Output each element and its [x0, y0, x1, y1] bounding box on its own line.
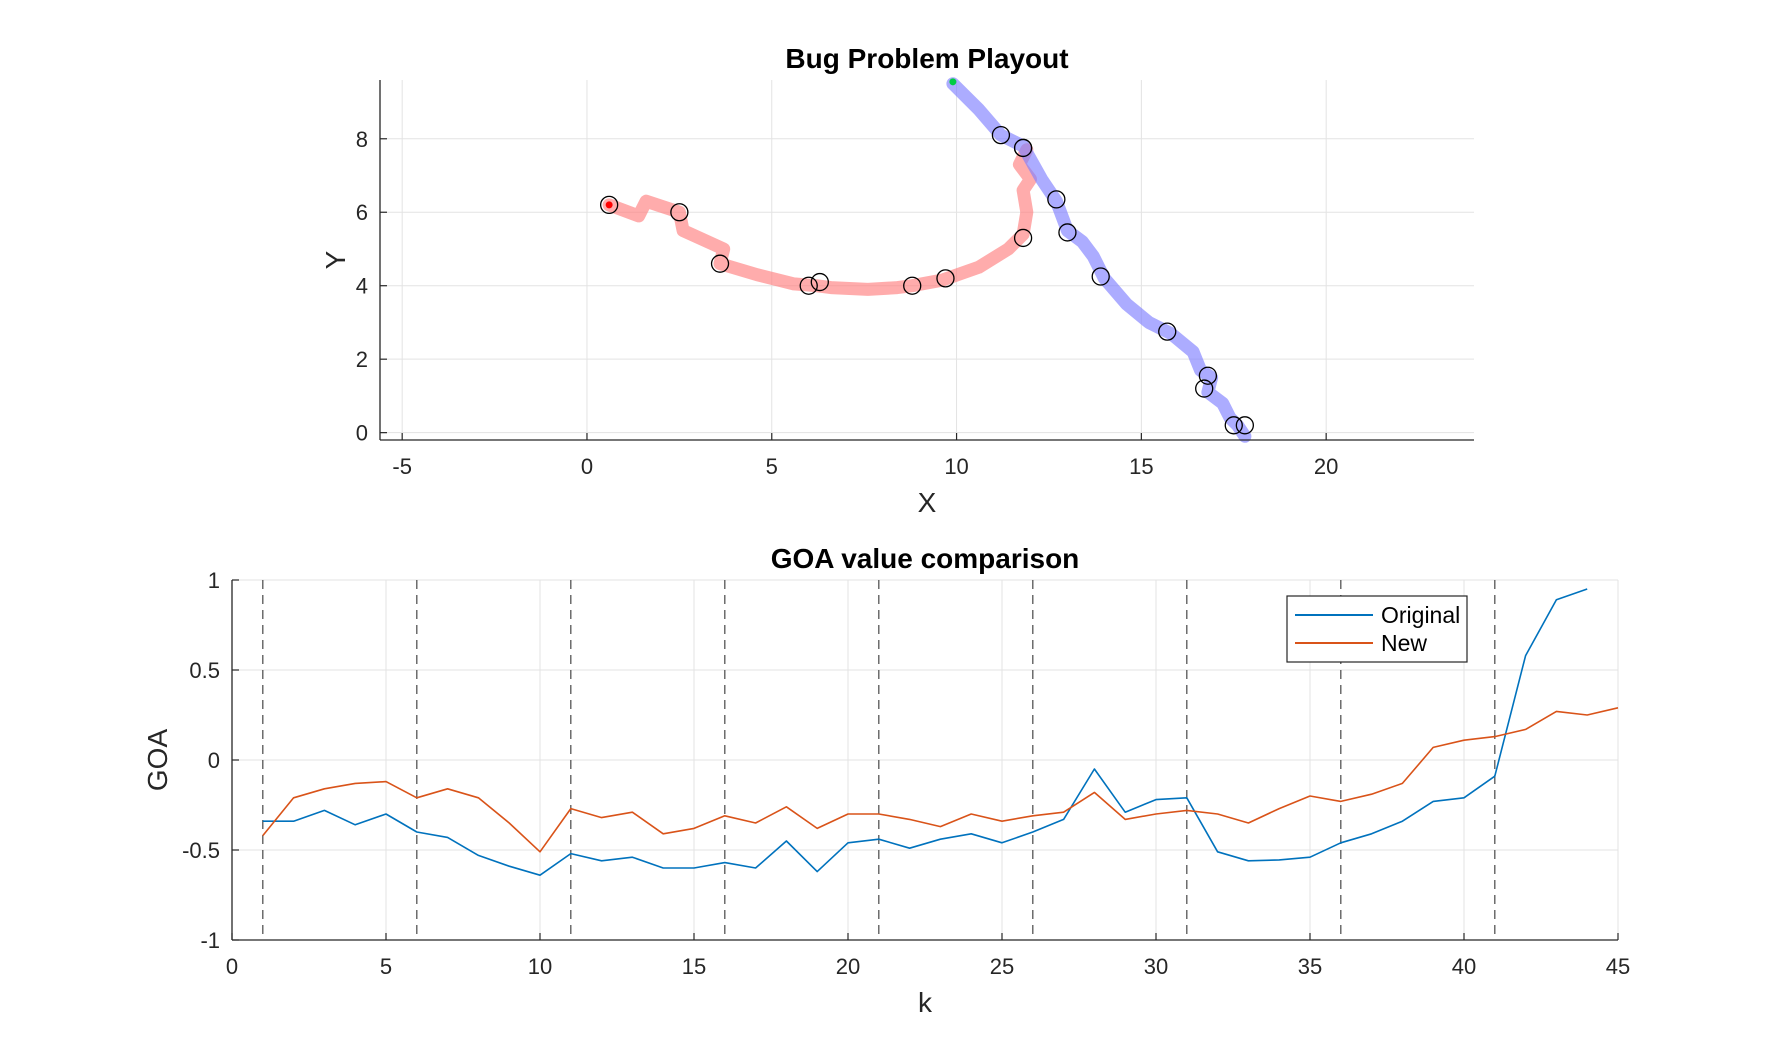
- goa-axes: 0 5 10 15 20 25 30 35 40 45 -1 -0.5 0 0.5 1: [182, 568, 1630, 979]
- x-tick-label: 10: [528, 954, 552, 979]
- waypoint-marker: [1013, 228, 1033, 248]
- waypoint-marker: [1091, 267, 1110, 286]
- x-tick-label: 30: [1144, 954, 1168, 979]
- x-tick-label: -5: [392, 454, 412, 479]
- goa-lines: [262, 588, 1619, 876]
- trajectory-axes: -5 0 5 10 15 20 0 2 4 6 8: [356, 80, 1474, 479]
- waypoint-marker: [936, 269, 955, 288]
- waypoint-marker: [903, 276, 922, 295]
- trajectory-x-axis-label: X: [918, 487, 937, 518]
- waypoint-marker: [810, 272, 829, 292]
- waypoint-marker: [599, 195, 619, 215]
- y-tick-label: 0: [208, 748, 220, 773]
- waypoint-marker: [1224, 416, 1243, 435]
- x-tick-label: 45: [1606, 954, 1630, 979]
- y-tick-label: 4: [356, 274, 368, 299]
- x-tick-label: 25: [990, 954, 1014, 979]
- start-point-marker: [605, 201, 613, 209]
- legend-box: [1286, 595, 1468, 663]
- x-tick-label: 5: [766, 454, 778, 479]
- x-tick-label: 20: [836, 954, 860, 979]
- x-tick-label: 10: [944, 454, 968, 479]
- x-tick-label: 40: [1452, 954, 1476, 979]
- waypoint-marker: [1058, 223, 1077, 242]
- trajectory-path-0: [602, 143, 1037, 296]
- x-tick-label: 15: [1129, 454, 1153, 479]
- trajectory-plot-area: [380, 80, 1474, 440]
- waypoint-marker: [1235, 416, 1255, 435]
- trajectory-chart-title: Bug Problem Playout: [785, 43, 1068, 74]
- y-tick-label: 8: [356, 127, 368, 152]
- x-tick-label: 0: [226, 954, 238, 979]
- y-tick-label: 0: [356, 421, 368, 446]
- y-tick-label: 0.5: [189, 658, 220, 683]
- waypoint-marker: [1013, 138, 1033, 158]
- x-tick-label: 0: [581, 454, 593, 479]
- goa-y-axis-label: GOA: [142, 729, 173, 792]
- waypoint-marker: [991, 125, 1011, 145]
- waypoint-marker: [1198, 366, 1218, 385]
- x-tick-label: 20: [1314, 454, 1338, 479]
- goa-x-axis-label: k: [918, 987, 933, 1018]
- y-tick-label: -0.5: [182, 838, 220, 863]
- y-tick-label: -1: [200, 928, 220, 953]
- goa-vertical-markers: [262, 580, 1496, 940]
- x-tick-label: 35: [1298, 954, 1322, 979]
- x-tick-label: 5: [380, 954, 392, 979]
- y-tick-label: 6: [356, 200, 368, 225]
- goa-chart-title: GOA value comparison: [771, 543, 1080, 574]
- waypoint-marker: [710, 254, 730, 273]
- goa-chart: 0 5 10 15 20 25 30 35 40 45 -1 -0.5 0 0.5 1 GOA value …: [142, 543, 1630, 1018]
- start-point-marker: [949, 78, 957, 86]
- legend-entry-original: Original: [1381, 602, 1460, 628]
- waypoint-marker: [670, 203, 689, 222]
- waypoint-marker: [799, 276, 818, 295]
- trajectory-y-axis-label: Y: [320, 250, 351, 269]
- legend-entry-new: New: [1381, 630, 1427, 656]
- x-tick-label: 15: [682, 954, 706, 979]
- waypoint-marker: [1195, 379, 1214, 398]
- trajectory-marks: [599, 77, 1255, 443]
- trajectory-path-1: [946, 77, 1252, 443]
- y-tick-label: 1: [208, 568, 220, 593]
- series-line-original: [262, 588, 1588, 876]
- trajectory-chart: -5 0 5 10 15 20 0 2 4 6 8 Bug Problem Playout X Y: [320, 43, 1474, 518]
- waypoint-marker: [1158, 322, 1177, 341]
- goa-legend: Original New: [1286, 595, 1468, 663]
- series-line-new: [262, 707, 1619, 853]
- waypoint-marker: [1047, 190, 1066, 209]
- y-tick-label: 2: [356, 347, 368, 372]
